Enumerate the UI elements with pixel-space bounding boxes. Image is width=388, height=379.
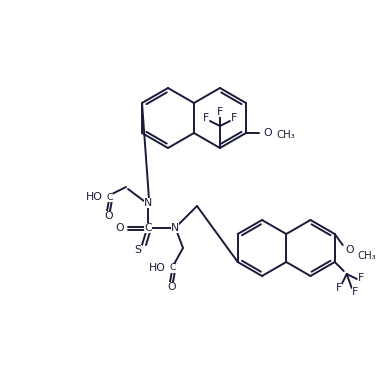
Text: F: F [217,107,223,117]
Text: N: N [144,198,152,208]
Text: C: C [170,263,176,273]
Text: F: F [231,113,237,123]
Text: CH₃: CH₃ [358,251,376,261]
Text: N: N [171,223,179,233]
Text: O: O [263,128,272,138]
Text: C: C [107,193,113,202]
Text: O: O [346,245,354,255]
Text: F: F [203,113,209,123]
Text: S: S [135,245,142,255]
Text: F: F [358,273,364,283]
Text: C: C [144,223,152,233]
Text: O: O [168,282,176,292]
Text: O: O [116,223,124,233]
Text: HO: HO [86,192,102,202]
Text: O: O [105,211,113,221]
Text: CH₃: CH₃ [276,130,295,140]
Text: F: F [336,283,342,293]
Text: HO: HO [149,263,165,273]
Text: F: F [352,287,358,297]
